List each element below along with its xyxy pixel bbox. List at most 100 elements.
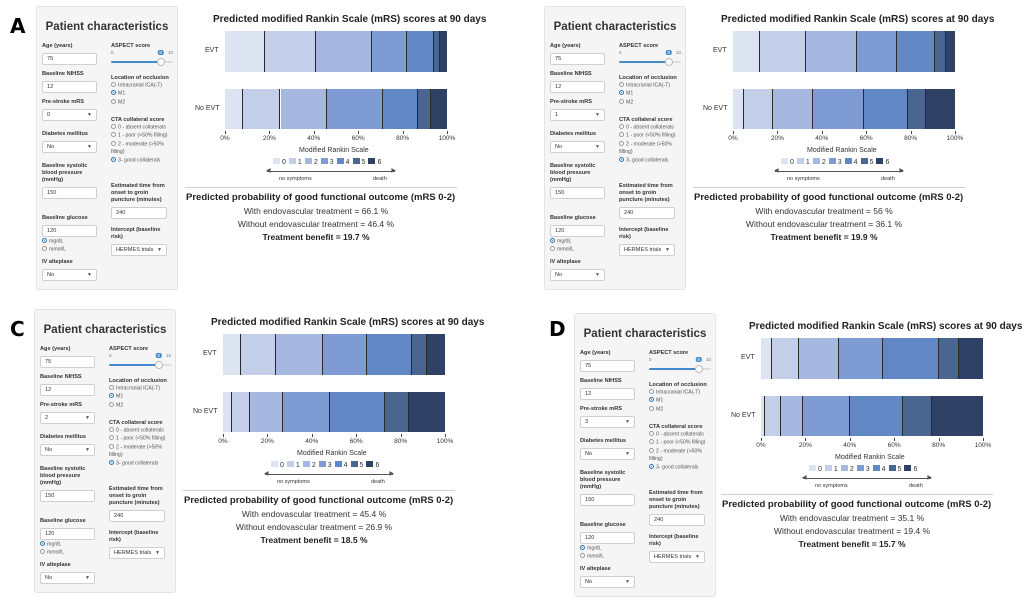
cta-1[interactable]: 1 - poor (<50% filling)	[109, 435, 169, 443]
occlusion-m1[interactable]: M1	[109, 393, 173, 401]
occlusion-ica[interactable]: Intracranial ICA(-T)	[619, 82, 683, 90]
nihss-input[interactable]: 12	[550, 81, 605, 93]
nihss-input[interactable]: 12	[580, 388, 635, 400]
occlusion-ica[interactable]: Intracranial ICA(-T)	[649, 389, 713, 397]
glucose-unit-mmol[interactable]: mmol/L	[40, 549, 64, 557]
intercept-select[interactable]: HERMES trials ▼	[619, 244, 675, 256]
legend-item-mrs-2: 2	[840, 465, 854, 473]
legend-item-mrs-1: 1	[288, 158, 302, 166]
occlusion-m2[interactable]: M2	[619, 98, 683, 107]
chevron-down-icon: ▼	[87, 112, 92, 118]
legend-label: 3	[329, 158, 334, 166]
slider-handle[interactable]	[154, 361, 163, 369]
prestroke-mrs-select[interactable]: 3 ▼	[580, 416, 635, 428]
iv-alteplase-select[interactable]: No ▼	[42, 269, 97, 281]
glucose-unit-mgdl[interactable]: mg/dL	[580, 545, 604, 553]
prestroke-mrs-select[interactable]: 0 ▼	[42, 109, 97, 121]
diabetes-select[interactable]: No ▼	[40, 444, 95, 456]
diabetes-select[interactable]: No ▼	[42, 141, 97, 153]
glucose-unit-mmol-label: mmol/L	[47, 549, 65, 556]
cta-1[interactable]: 1 - poor (<50% filling)	[649, 439, 709, 447]
nihss-input[interactable]: 12	[42, 81, 97, 93]
occlusion-m1[interactable]: M1	[111, 90, 175, 98]
aspect-slider[interactable]: 0 10 8	[111, 50, 173, 66]
glucose-input[interactable]: 120	[580, 532, 635, 544]
cta-0[interactable]: 0 - absent collaterals	[111, 124, 175, 132]
occlusion-m1[interactable]: M1	[649, 397, 713, 405]
aspect-slider[interactable]: 0 10 8	[109, 353, 171, 369]
onset-to-groin-time-input[interactable]: 240	[649, 514, 705, 526]
age-input[interactable]: 75	[550, 53, 605, 65]
slider-handle[interactable]	[156, 58, 165, 66]
glucose-unit-mmol[interactable]: mmol/L	[550, 246, 574, 254]
cta-3[interactable]: 3- good collaterals	[619, 156, 683, 165]
iv-alteplase-select[interactable]: No ▼	[550, 269, 605, 281]
onset-to-groin-time-label: Estimated time from onset to groin punct…	[619, 183, 673, 203]
glucose-unit-mgdl[interactable]: mg/dL	[40, 541, 64, 549]
x-tick	[445, 434, 446, 437]
age-input[interactable]: 75	[580, 360, 635, 372]
diabetes-select[interactable]: No ▼	[550, 141, 605, 153]
glucose-input[interactable]: 120	[42, 225, 97, 237]
intercept-select[interactable]: HERMES trials ▼	[109, 547, 165, 559]
glucose-input[interactable]: 120	[550, 225, 605, 237]
legend-label: 2	[849, 465, 854, 473]
systolic-bp-input[interactable]: 150	[550, 187, 605, 199]
cta-0[interactable]: 0 - absent collaterals	[649, 431, 713, 439]
diabetes-label: Diabetes mellitus	[42, 131, 89, 137]
slider-handle[interactable]	[694, 365, 703, 373]
systolic-bp-input[interactable]: 150	[580, 494, 635, 506]
cta-0[interactable]: 0 - absent collaterals	[619, 124, 683, 132]
cta-3[interactable]: 3- good collaterals	[649, 463, 713, 472]
probability-title: Predicted probability of good functional…	[186, 192, 456, 203]
cta-3[interactable]: 3- good collaterals	[111, 156, 175, 165]
aspect-slider[interactable]: 0 10 8	[619, 50, 681, 66]
cta-2[interactable]: 2 - moderate (>50% filling)	[649, 447, 709, 464]
glucose-unit-mgdl[interactable]: mg/dL	[42, 238, 66, 246]
systolic-bp-group: Baseline systolic blood pressure (mmHg) 1…	[42, 163, 97, 199]
onset-to-groin-time-input[interactable]: 240	[109, 510, 165, 522]
legend-item-mrs-4: 4	[336, 158, 350, 166]
bar-segment-mrs-6	[409, 392, 445, 432]
onset-to-groin-time-input[interactable]: 240	[619, 207, 675, 219]
cta-0[interactable]: 0 - absent collaterals	[109, 427, 173, 435]
cta-1[interactable]: 1 - poor (<50% filling)	[619, 132, 679, 140]
diabetes-select[interactable]: No ▼	[580, 448, 635, 460]
treatment-benefit: Treatment benefit = 18.5 %	[260, 535, 368, 545]
aspect-group: ASPECT score 0 10 8	[109, 346, 171, 369]
occlusion-m2[interactable]: M2	[111, 98, 175, 107]
glucose-unit-mgdl[interactable]: mg/dL	[550, 238, 574, 246]
intercept-select[interactable]: HERMES trials ▼	[649, 551, 705, 563]
slider-handle[interactable]	[664, 58, 673, 66]
age-input[interactable]: 75	[42, 53, 97, 65]
age-input[interactable]: 75	[40, 356, 95, 368]
chevron-down-icon: ▼	[625, 579, 630, 585]
prestroke-mrs-select[interactable]: 2 ▼	[40, 412, 95, 424]
cta-2[interactable]: 2 - moderate (>50% filling)	[619, 140, 679, 157]
nihss-value: 12	[47, 84, 54, 90]
legend-item-mrs-2: 2	[812, 158, 826, 166]
cta-3[interactable]: 3- good collaterals	[109, 459, 173, 468]
prestroke-mrs-select[interactable]: 1 ▼	[550, 109, 605, 121]
radio-button-icon	[111, 156, 116, 162]
cta-2[interactable]: 2 - moderate (>50% filling)	[109, 443, 169, 460]
iv-alteplase-select[interactable]: No ▼	[580, 576, 635, 588]
systolic-bp-input[interactable]: 150	[42, 187, 97, 199]
cta-2[interactable]: 2 - moderate (>50% filling)	[111, 140, 171, 157]
occlusion-ica[interactable]: Intracranial ICA(-T)	[111, 82, 175, 90]
cta-1[interactable]: 1 - poor (<50% filling)	[111, 132, 171, 140]
occlusion-m1[interactable]: M1	[619, 90, 683, 98]
onset-to-groin-time-input[interactable]: 240	[111, 207, 167, 219]
glucose-unit-mmol[interactable]: mmol/L	[42, 246, 66, 254]
intercept-select[interactable]: HERMES trials ▼	[111, 244, 167, 256]
aspect-slider[interactable]: 0 10 8	[649, 357, 711, 373]
occlusion-m2[interactable]: M2	[649, 405, 713, 414]
systolic-bp-input[interactable]: 150	[40, 490, 95, 502]
iv-alteplase-select[interactable]: No ▼	[40, 572, 95, 584]
glucose-unit-mmol[interactable]: mmol/L	[580, 553, 604, 561]
occlusion-ica[interactable]: Intracranial ICA(-T)	[109, 385, 173, 393]
legend-swatch	[366, 461, 374, 467]
glucose-input[interactable]: 120	[40, 528, 95, 540]
occlusion-m2[interactable]: M2	[109, 401, 173, 410]
nihss-input[interactable]: 12	[40, 384, 95, 396]
